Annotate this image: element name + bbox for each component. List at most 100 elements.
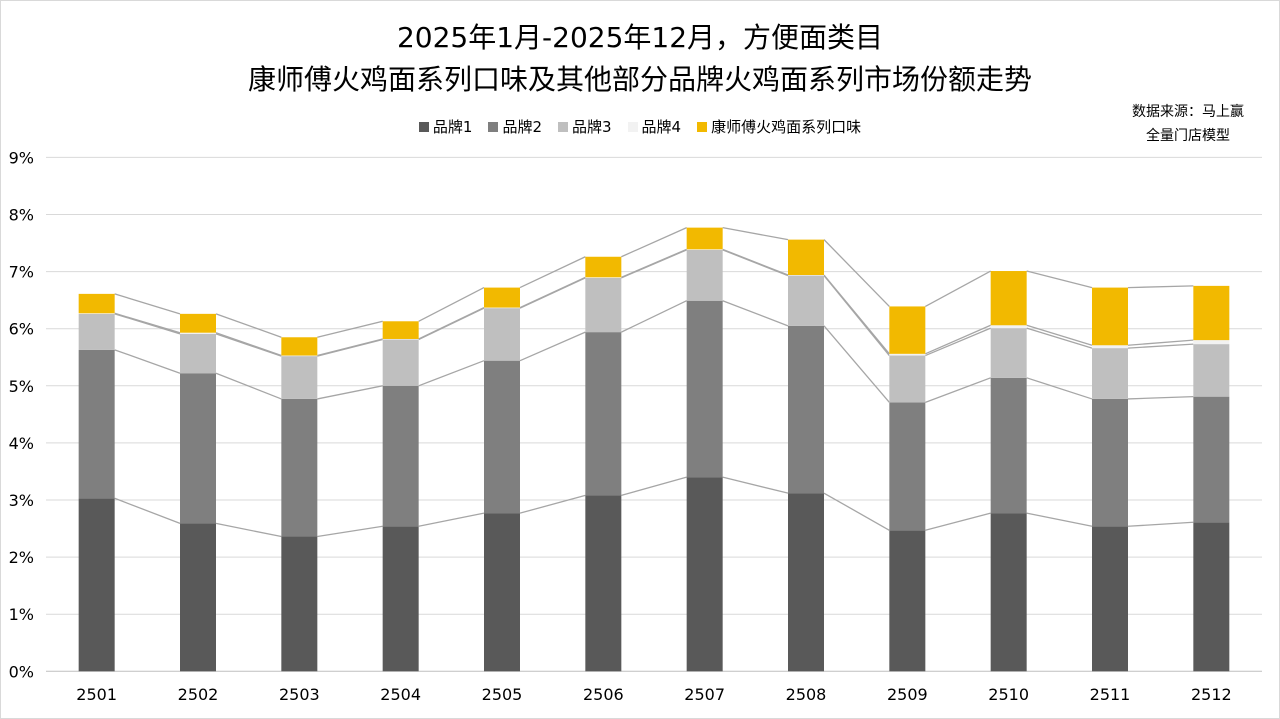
bar-segment — [686, 249, 723, 250]
y-tick-label: 5% — [9, 377, 34, 396]
bar-segment — [686, 477, 723, 672]
bar-segment — [281, 536, 318, 672]
series-line — [519, 276, 586, 309]
series-line — [317, 525, 383, 538]
bar-segment — [1193, 522, 1230, 672]
y-tick-label: 7% — [9, 263, 34, 282]
legend-swatch — [418, 121, 429, 132]
y-tick-label: 6% — [9, 320, 34, 339]
bar-segment — [281, 355, 318, 357]
legend: 品牌1 品牌2 品牌3 品牌4 康师傅火鸡面系列口味 — [0, 116, 1280, 137]
chart-title-line2: 康师傅火鸡面系列口味及其他部分品牌火鸡面系列市场份额走势 — [247, 63, 1032, 96]
bar-segment — [180, 373, 216, 524]
series-line — [722, 476, 789, 494]
legend-item: 品牌2 — [488, 116, 542, 137]
series-line — [925, 324, 991, 355]
bar-segment — [686, 300, 723, 478]
series-line — [519, 331, 586, 362]
series-line — [418, 306, 485, 340]
bar-segment — [585, 277, 622, 333]
bar-segment — [889, 530, 926, 672]
series-line — [1026, 324, 1093, 346]
series-line — [1026, 270, 1093, 289]
bar-segment — [281, 337, 318, 356]
bar-segment — [990, 328, 1027, 378]
bar-segment — [990, 513, 1027, 672]
legend-swatch — [697, 121, 708, 132]
x-tick-label: 2509 — [887, 685, 928, 704]
bar-segment — [585, 495, 622, 672]
series-line — [215, 332, 282, 357]
y-tick-label: 2% — [9, 548, 34, 567]
bar-segment — [78, 313, 115, 314]
x-tick-label: 2502 — [178, 685, 219, 704]
bar-segment — [484, 287, 520, 308]
x-tick-label: 2501 — [76, 685, 117, 704]
x-tick-label: 2508 — [786, 685, 827, 704]
legend-item: 品牌1 — [418, 116, 473, 137]
bar-segment — [1092, 345, 1128, 349]
series-line — [418, 287, 485, 322]
series-line — [1026, 512, 1093, 527]
bar-segment — [484, 308, 520, 361]
x-tick-label: 2507 — [684, 685, 725, 704]
series-line — [722, 300, 789, 327]
bar-segment — [788, 325, 824, 494]
bar-segment — [180, 523, 216, 672]
x-tick-label: 2506 — [583, 685, 624, 704]
bar-segment — [484, 360, 520, 514]
source-line1: 数据来源：马上赢 — [1132, 104, 1244, 120]
series-line — [722, 248, 789, 276]
bar-segment — [686, 227, 723, 250]
bar-segment — [990, 271, 1027, 326]
series-line — [1026, 377, 1093, 400]
source-line2: 全量门店模型 — [1146, 128, 1230, 144]
bar-segment — [889, 353, 926, 356]
y-tick-label: 3% — [9, 491, 34, 510]
legend-label: 品牌3 — [571, 118, 612, 136]
y-tick-label: 1% — [9, 605, 34, 624]
series-line — [621, 227, 687, 258]
bar-segment — [1092, 398, 1128, 527]
y-tick-label: 0% — [9, 662, 34, 681]
series-line — [317, 320, 383, 338]
series-line — [114, 293, 181, 315]
series-line — [823, 325, 890, 403]
bar-segment — [180, 332, 216, 334]
series-line — [621, 300, 687, 333]
bar-segment — [1193, 340, 1230, 345]
series-line — [1127, 339, 1194, 346]
series-line — [823, 239, 890, 307]
x-tick-label: 2503 — [279, 685, 320, 704]
x-tick-label: 2512 — [1191, 685, 1232, 704]
series-line — [317, 385, 383, 400]
bar-segment — [78, 498, 115, 672]
bar-segment — [889, 355, 926, 403]
legend-label: 品牌4 — [641, 118, 682, 136]
series-line — [114, 349, 181, 374]
bar-segment — [990, 377, 1027, 514]
series-line — [114, 312, 181, 334]
series-line — [418, 360, 485, 387]
bar-segment — [281, 356, 318, 399]
legend-item: 品牌4 — [627, 116, 682, 137]
bar-segment — [1092, 287, 1128, 346]
bar-segment — [484, 307, 520, 309]
y-tick-label: 4% — [9, 434, 34, 453]
bar-segment — [1193, 344, 1230, 397]
legend-label: 康师傅火鸡面系列口味 — [711, 118, 862, 136]
legend-swatch — [488, 121, 499, 132]
bar-segment — [889, 306, 926, 354]
bar-segment — [788, 275, 824, 326]
x-tick-label: 2505 — [482, 685, 523, 704]
series-line — [621, 248, 687, 278]
legend-label: 品牌1 — [432, 118, 473, 136]
legend-label: 品牌2 — [502, 118, 542, 136]
legend-item: 康师傅火鸡面系列口味 — [697, 116, 861, 137]
bar-segment — [382, 338, 419, 340]
series-line — [1026, 327, 1093, 349]
series-line — [114, 497, 181, 525]
bar-segment — [788, 275, 824, 276]
series-line — [519, 494, 586, 514]
